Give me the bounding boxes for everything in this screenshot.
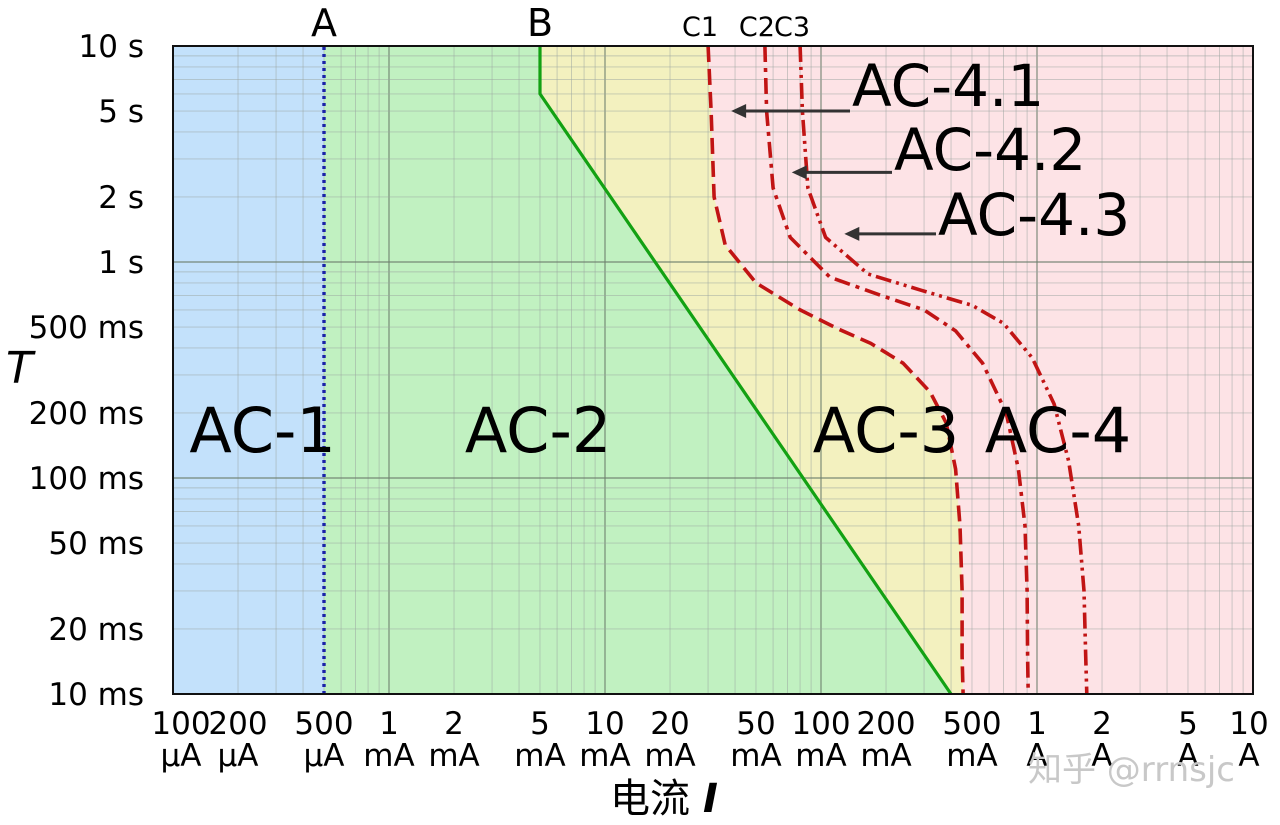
x-tick-unit: μA <box>161 738 202 774</box>
y-tick-label: 10 s <box>79 29 144 65</box>
x-tick-label: 5 <box>1178 706 1198 742</box>
grid-lines <box>172 46 1253 695</box>
arrowhead-ac42 <box>791 165 807 180</box>
y-tick-label: 10 ms <box>48 677 144 713</box>
boundary-label-a: A <box>311 1 337 45</box>
plot-frame <box>172 45 1254 695</box>
curve-label-ac42: AC-4.2 <box>894 116 1086 184</box>
boundary-label-c3: C3 <box>774 12 810 43</box>
x-tick-unit: μA <box>304 738 345 774</box>
boundary-curves <box>322 45 1089 695</box>
x-tick-unit: A <box>1177 738 1198 774</box>
x-tick-unit: mA <box>946 738 997 774</box>
boundary-label-c2: C2 <box>739 12 775 43</box>
x-tick-unit: mA <box>579 738 630 774</box>
chart-labels: AC-1 AC-2 AC-3 AC-4 A B C1 C2 C3 AC-4.1AC-4.2AC-4… <box>189 1 1131 467</box>
x-tick-label: 200 <box>208 706 267 742</box>
x-tick-unit: mA <box>363 738 414 774</box>
boundary-c1 <box>706 45 965 695</box>
x-tick-label: 20 <box>650 706 689 742</box>
x-tick-unit: mA <box>428 738 479 774</box>
zone-ac1-fill <box>173 46 324 694</box>
x-axis-symbol: I <box>703 776 718 822</box>
zone-label-ac4: AC-4 <box>985 394 1131 467</box>
x-tick-unit: mA <box>644 738 695 774</box>
x-axis-label: 电流 <box>610 776 690 822</box>
boundary-label-b: B <box>527 1 553 45</box>
x-tick-label: 10 <box>585 706 624 742</box>
x-tick-unit: A <box>1091 738 1112 774</box>
zone-ac2-fill <box>173 46 951 694</box>
x-tick-label: 500 <box>294 706 353 742</box>
x-tick-label: 50 <box>736 706 775 742</box>
x-tick-label: 1 <box>379 706 399 742</box>
y-tick-label: 50 ms <box>48 526 144 562</box>
x-tick-label: 1 <box>1027 706 1047 742</box>
x-tick-label: 10 <box>1229 706 1268 742</box>
x-tick-unit: mA <box>730 738 781 774</box>
boundary-label-c1: C1 <box>682 12 718 43</box>
x-tick-label: 200 <box>856 706 915 742</box>
y-tick-label: 5 s <box>98 94 144 130</box>
x-tick-unit: A <box>1026 738 1047 774</box>
x-tick-label: 2 <box>444 706 464 742</box>
boundary-b <box>538 46 953 695</box>
x-tick-unit: mA <box>860 738 911 774</box>
watermark: 知乎 @rrnsjc <box>1028 750 1235 790</box>
axis-ticks: 10 s 5 s 2 s 1 s 500 ms 200 ms 100 ms 50 ms 20 m… <box>29 29 1269 774</box>
y-tick-label: 1 s <box>98 245 144 281</box>
y-tick-label: 200 ms <box>29 396 144 432</box>
arrowhead-ac43 <box>844 226 860 241</box>
x-tick-unit: A <box>1238 738 1259 774</box>
x-tick-label: 5 <box>530 706 550 742</box>
boundary-c2 <box>763 45 1030 695</box>
curve-label-ac41: AC-4.1 <box>852 52 1044 120</box>
x-tick-label: 100 <box>151 706 210 742</box>
zone-areas <box>173 46 1253 694</box>
x-tick-unit: mA <box>795 738 846 774</box>
x-tick-label: 2 <box>1092 706 1112 742</box>
zone-label-ac3: AC-3 <box>813 394 959 467</box>
y-axis-label: T <box>6 343 36 394</box>
y-tick-label: 100 ms <box>29 461 144 497</box>
x-tick-label: 100 <box>791 706 850 742</box>
arrowhead-ac41 <box>731 104 747 119</box>
x-tick-unit: mA <box>514 738 565 774</box>
boundary-c3 <box>798 45 1089 695</box>
zone-label-ac1: AC-1 <box>189 394 335 467</box>
zone-label-ac2: AC-2 <box>465 394 611 467</box>
x-tick-label: 500 <box>942 706 1001 742</box>
x-tick-unit: μA <box>218 738 259 774</box>
y-tick-label: 500 ms <box>29 310 144 346</box>
y-tick-label: 20 ms <box>48 612 144 648</box>
curve-label-ac43: AC-4.3 <box>938 181 1130 249</box>
y-tick-label: 2 s <box>98 180 144 216</box>
